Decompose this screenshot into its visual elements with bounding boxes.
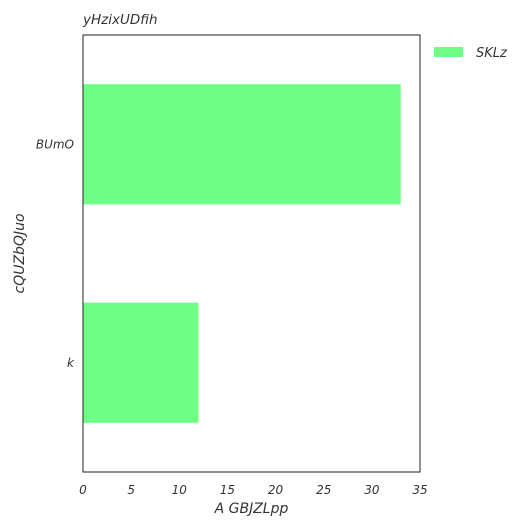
x-axis-label: A GBJZLpp (214, 501, 289, 517)
y-tick-label: k (67, 356, 75, 370)
y-axis-label: cQUZbQJuo (12, 213, 28, 293)
x-tick-label: 15 (220, 483, 235, 497)
x-tick-labels: 0 5 10 15 20 25 30 35 (79, 483, 427, 497)
legend-swatch (434, 47, 463, 57)
y-tick-labels: BUmO k (36, 137, 75, 370)
plot-frame (82, 34, 421, 473)
x-tick-label: 0 (79, 483, 87, 497)
bar-k (83, 302, 199, 423)
x-tick-label: 30 (364, 483, 380, 497)
chart-title: yHzixUDfih (82, 12, 158, 28)
bar-BUmO (83, 84, 401, 205)
x-tick-label: 20 (268, 483, 284, 497)
y-tick-label: BUmO (36, 137, 74, 151)
x-tick-label: 35 (412, 483, 427, 497)
bars-group (83, 84, 401, 423)
legend-label: SKLz (476, 46, 508, 61)
legend: SKLz (434, 46, 508, 61)
x-tick-label: 25 (316, 483, 331, 497)
x-tick-label: 5 (127, 483, 135, 497)
x-tick-label: 10 (172, 483, 188, 497)
